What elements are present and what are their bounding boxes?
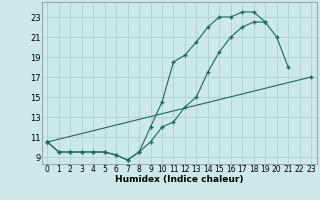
- X-axis label: Humidex (Indice chaleur): Humidex (Indice chaleur): [115, 175, 244, 184]
